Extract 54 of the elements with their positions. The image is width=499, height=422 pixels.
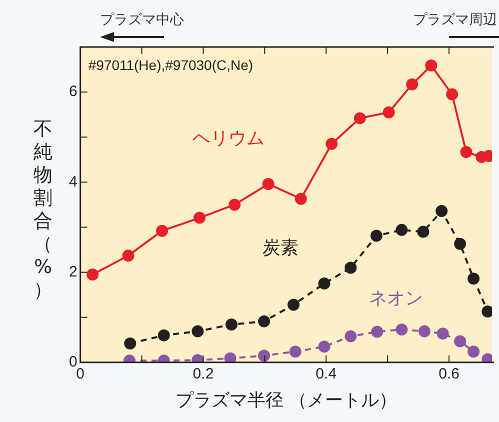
point: [318, 340, 330, 353]
x-tick-label: 0.4: [316, 366, 337, 383]
point: [124, 337, 136, 350]
series-label: 炭素: [262, 238, 298, 259]
point: [318, 278, 330, 290]
point: [294, 192, 307, 205]
y-axis-title: 不純物割合（%）: [32, 118, 54, 302]
y-tick-label: 6: [69, 83, 78, 100]
point: [454, 238, 466, 250]
point: [258, 350, 270, 362]
y-tick-label: 2: [69, 263, 78, 280]
point: [344, 330, 357, 342]
point: [396, 224, 408, 236]
point: [454, 335, 466, 348]
point: [122, 250, 134, 262]
point: [86, 268, 99, 281]
point: [192, 325, 204, 338]
x-tick-label: 0.6: [438, 366, 460, 383]
y-tick-label: 4: [69, 173, 78, 190]
point: [396, 324, 408, 336]
point: [468, 272, 480, 285]
point: [288, 298, 300, 311]
point: [354, 112, 366, 124]
point: [224, 352, 236, 362]
point: [326, 138, 338, 150]
text: プラズマ周辺: [413, 11, 497, 29]
point: [156, 224, 168, 237]
annotation: #97011(He),#97030(C,Ne): [88, 56, 254, 73]
point: [225, 318, 238, 331]
point: [406, 78, 418, 90]
point: [371, 326, 384, 338]
x-tick-label: 0.2: [192, 366, 214, 383]
point: [289, 346, 302, 358]
series-label: ヘリウム: [192, 128, 264, 149]
point: [460, 146, 472, 158]
point: [436, 328, 449, 340]
point: [158, 329, 170, 342]
point: [446, 88, 458, 100]
point: [262, 178, 274, 190]
y-tick-label: 0: [69, 354, 78, 371]
text: プラズマ中心: [100, 11, 184, 29]
point: [344, 262, 357, 274]
point: [194, 212, 206, 224]
point: [417, 226, 430, 238]
point: [258, 315, 270, 328]
point: [382, 106, 395, 118]
series-label: ネオン: [369, 288, 424, 309]
point: [468, 346, 480, 358]
point: [418, 325, 430, 338]
point: [436, 205, 448, 218]
x-axis-title: プラズマ半径 （メートル）: [175, 390, 398, 411]
point: [425, 59, 438, 72]
point: [370, 230, 382, 242]
point: [228, 198, 241, 211]
